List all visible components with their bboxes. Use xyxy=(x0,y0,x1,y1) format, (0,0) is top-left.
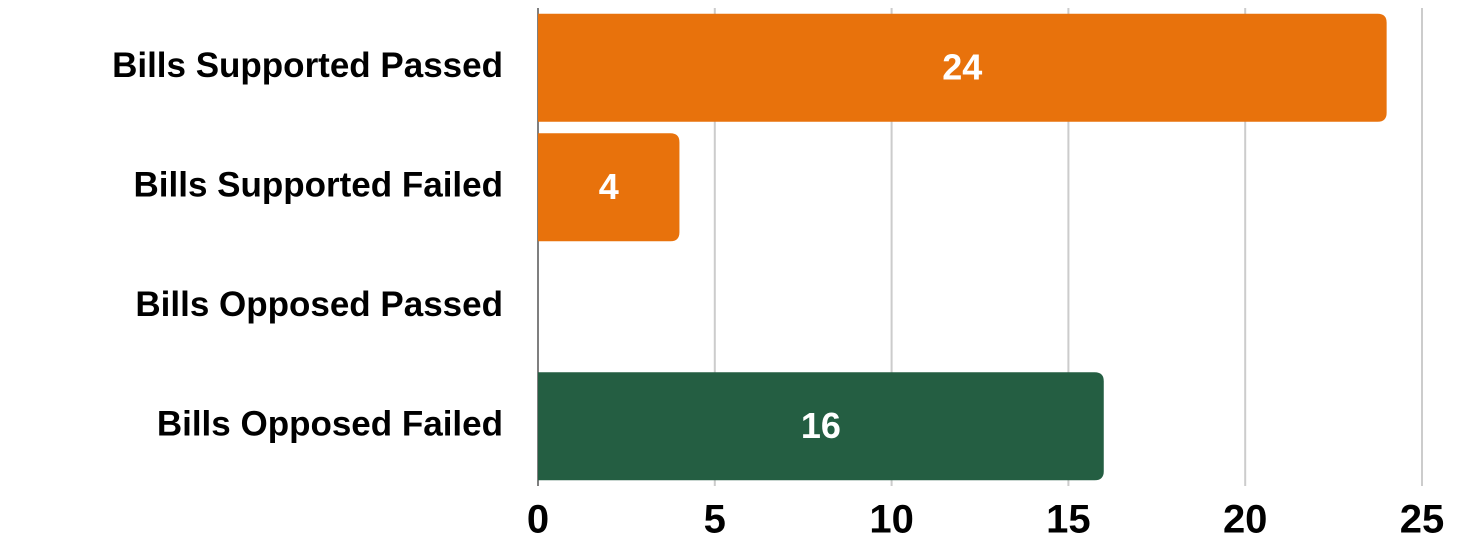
x-tick-label: 25 xyxy=(1400,498,1445,542)
x-tick-label: 10 xyxy=(869,498,914,542)
y-tick-label: Bills Supported Passed xyxy=(112,46,503,85)
x-tick-label: 15 xyxy=(1046,498,1091,542)
x-tick-label: 20 xyxy=(1223,498,1268,542)
bar xyxy=(538,13,1387,122)
x-tick-label: 0 xyxy=(527,498,549,542)
bar xyxy=(538,133,680,242)
y-tick-label: Bills Supported Failed xyxy=(134,166,503,205)
y-tick-label: Bills Opposed Failed xyxy=(157,405,503,444)
data-label: 16 xyxy=(801,405,841,446)
bar xyxy=(538,372,1104,481)
data-label: 4 xyxy=(599,166,619,207)
data-label: 24 xyxy=(942,46,982,87)
y-tick-label: Bills Opposed Passed xyxy=(135,285,503,324)
x-tick-label: 5 xyxy=(704,498,726,542)
